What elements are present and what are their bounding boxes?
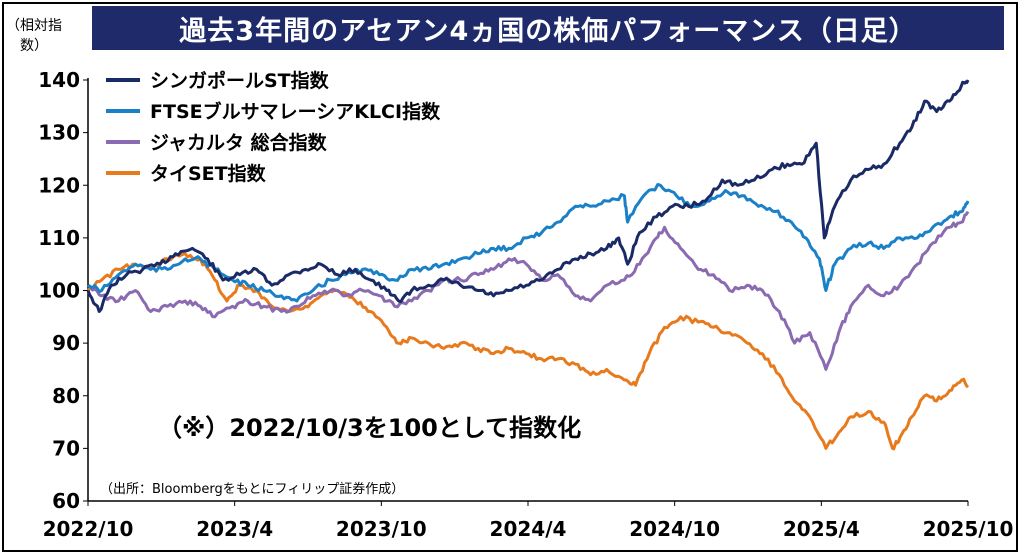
legend-entry: シンガポールST指数 (150, 69, 330, 92)
x-tick-labels: 2022/10 2023/4 2023/10 2024/4 2024/10 2025/4 2… (43, 501, 1014, 541)
chart-title: 過去3年間のアセアン4ヵ国の株価パフォーマンス（日足） (92, 6, 1004, 50)
legend-entry: FTSEブルサマレーシアKLCI指数 (150, 100, 441, 123)
y-tick-label: 140 (38, 68, 80, 92)
x-tick-label: 2025/4 (783, 517, 860, 541)
x-tick-label: 2024/10 (629, 517, 720, 541)
y-tick-label: 70 (52, 436, 80, 460)
legend-entry: タイSET指数 (150, 162, 267, 185)
y-tick-label: 100 (38, 279, 80, 303)
source-note: （出所：Bloombergをもとにフィリップ証券作成） (100, 481, 404, 497)
series-lines (86, 79, 970, 451)
x-tick-label: 2023/10 (336, 517, 427, 541)
series-line-1 (86, 79, 970, 313)
chart-frame (2, 2, 1018, 552)
y-tick-labels: 60 70 80 90 100 110 120 130 140 (38, 68, 88, 513)
series-line-4 (86, 252, 970, 451)
y-tick-label: 90 (52, 331, 80, 355)
x-tick-label: 2024/4 (490, 517, 567, 541)
index-note: （※）2022/10/3を100として指数化 (158, 414, 581, 442)
y-tick-label: 120 (38, 173, 80, 197)
x-tick-label: 2022/10 (43, 517, 134, 541)
y-tick-label: 60 (52, 489, 80, 513)
y-tick-label: 130 (38, 121, 80, 145)
y-tick-label: 110 (38, 226, 80, 250)
x-tick-label: 2025/10 (923, 517, 1014, 541)
series-line-2 (87, 183, 970, 303)
legend-entry: ジャカルタ 総合指数 (150, 131, 328, 154)
y-tick-label: 80 (52, 384, 80, 408)
x-tick-label: 2023/4 (196, 517, 273, 541)
y-axis-unit-label: （相対指数） (6, 18, 62, 54)
